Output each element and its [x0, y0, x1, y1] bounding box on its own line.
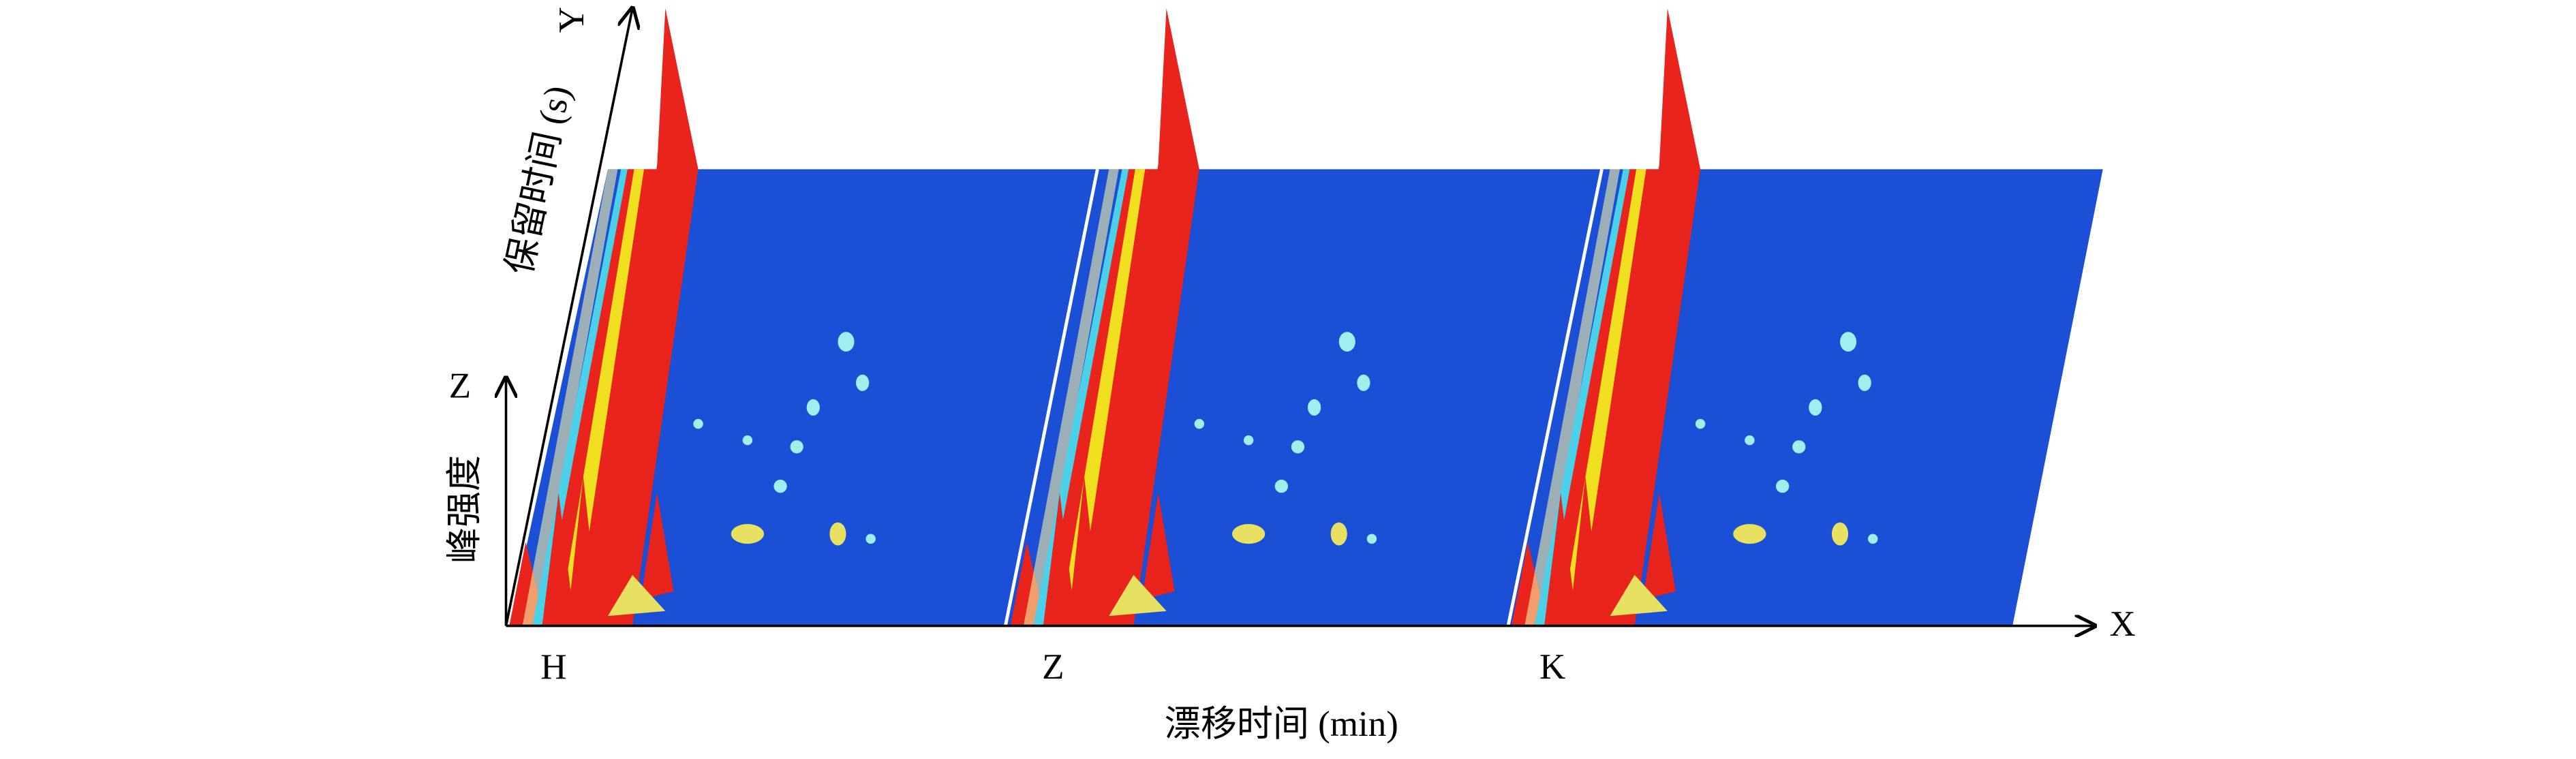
panel-divider [1003, 168, 1099, 627]
y-axis [504, 8, 633, 626]
z-axis-title: 峰强度 [445, 455, 485, 563]
y-axis-title: 保留时间 (s) [500, 82, 578, 278]
z-axis-label: Z [449, 367, 471, 406]
x-axis-title: 漂移时间 (min) [1165, 704, 1398, 744]
sample-label: Z [1042, 647, 1064, 687]
panel-divider [1506, 168, 1604, 627]
plot-plane [509, 169, 2103, 626]
sample-label: H [540, 647, 566, 687]
sample-label: K [1539, 647, 1565, 687]
y-axis-label: Y [552, 7, 592, 33]
x-axis-label: X [2109, 604, 2135, 644]
